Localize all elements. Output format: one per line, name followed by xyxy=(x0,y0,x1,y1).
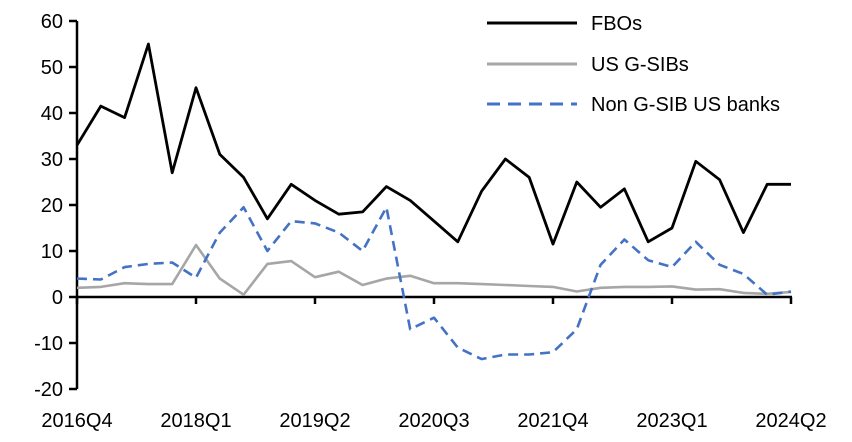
y-tick-label: -10 xyxy=(34,333,63,355)
y-tick-label: 20 xyxy=(41,195,63,217)
y-tick-label: -20 xyxy=(34,379,63,401)
y-tick-label: 50 xyxy=(41,57,63,79)
y-tick-label: 10 xyxy=(41,241,63,263)
x-tick-label: 2023Q1 xyxy=(636,410,707,432)
x-tick-label: 2024Q2 xyxy=(755,410,826,432)
legend-label-3: Non G-SIB US banks xyxy=(591,94,780,116)
x-tick-label: 2016Q4 xyxy=(41,410,112,432)
x-tick-label: 2021Q4 xyxy=(517,410,588,432)
series-line-non-g-sib-us-banks xyxy=(76,206,792,361)
legend-label-1: FBOs xyxy=(591,13,642,35)
legend-label-2: US G-SIBs xyxy=(591,54,689,76)
series-line-fbos xyxy=(75,42,791,246)
y-tick-label: 60 xyxy=(41,11,63,33)
y-tick-label: 0 xyxy=(52,287,63,309)
x-tick-label: 2018Q1 xyxy=(160,410,231,432)
x-tick-label: 2019Q2 xyxy=(279,410,350,432)
x-tick-label: 2020Q3 xyxy=(398,410,469,432)
y-tick-label: 30 xyxy=(41,149,63,171)
series-line-us-g-sibs xyxy=(76,243,792,297)
y-tick-label: 40 xyxy=(41,103,63,125)
